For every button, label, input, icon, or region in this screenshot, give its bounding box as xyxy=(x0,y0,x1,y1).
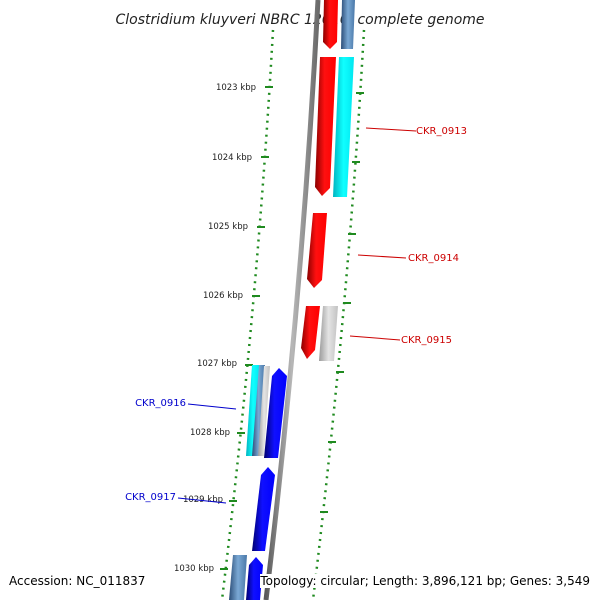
scale-label-1024: 1024 kbp xyxy=(212,153,252,163)
gene-label-ckr-0915[interactable]: CKR_0915 xyxy=(401,335,452,346)
tick-1029-inner xyxy=(229,500,237,502)
tick-1026-outer xyxy=(343,302,351,304)
tick-1023-inner xyxy=(265,86,273,88)
gene-arrow-ckr-0916-grey[interactable] xyxy=(258,366,270,456)
map-title: Clostridium kluyveri NBRC 12016, complet… xyxy=(115,12,484,28)
gene-label-ckr-0914[interactable]: CKR_0914 xyxy=(408,253,459,264)
gene-arrow-ckr-0913[interactable] xyxy=(315,57,336,196)
reverse-strand xyxy=(229,365,287,600)
scale-label-1023: 1023 kbp xyxy=(216,83,256,93)
tick-1025-inner xyxy=(257,226,265,228)
gene-label-ckr-0917[interactable]: CKR_0917 xyxy=(125,492,176,503)
gene-label-ckr-0916[interactable]: CKR_0916 xyxy=(135,398,186,409)
scale-label-1027: 1027 kbp xyxy=(197,359,237,369)
gene-arrow-ckr-0913-cyan[interactable] xyxy=(333,57,354,197)
gene-arrow-ckr-0916-cyan[interactable] xyxy=(246,365,260,456)
gene-arrow-bottom-blue[interactable] xyxy=(246,557,263,600)
gene-arrow-ckr-0914[interactable] xyxy=(307,213,327,288)
tick-1029-outer xyxy=(320,511,328,513)
scale-label-1029: 1029 kbp xyxy=(183,495,223,505)
scale-label-1026: 1026 kbp xyxy=(203,291,243,301)
tick-1028-outer xyxy=(328,441,336,443)
gene-arrow-ckr-0915-grey[interactable] xyxy=(319,306,338,361)
gene-arrow-ckr-0915[interactable] xyxy=(301,306,320,359)
tick-1030-inner xyxy=(220,568,228,570)
tick-1027-inner xyxy=(245,364,253,366)
tick-1028-inner xyxy=(237,432,245,434)
tick-1024-inner xyxy=(261,156,269,158)
tick-1027-outer xyxy=(336,371,344,373)
leader-ckr-0914 xyxy=(357,254,407,259)
tick-1025-outer xyxy=(348,233,356,235)
gene-arrow-ckr-0917[interactable] xyxy=(252,467,275,551)
forward-strand xyxy=(301,0,355,361)
leader-ckr-0917 xyxy=(177,497,227,504)
gene-arrow-top-red[interactable] xyxy=(323,0,338,49)
scale-label-1025: 1025 kbp xyxy=(208,222,248,232)
accession-text: Accession: NC_011837 xyxy=(9,574,146,588)
gene-label-ckr-0913[interactable]: CKR_0913 xyxy=(416,126,467,137)
leader-ckr-0915 xyxy=(349,335,401,341)
gene-arrow-bottom-steel[interactable] xyxy=(229,555,247,600)
gene-arrow-ckr-0916-steel[interactable] xyxy=(252,365,265,456)
leader-ckr-0916 xyxy=(187,403,237,410)
tick-1024-outer xyxy=(352,161,360,163)
scale-labels: 1023 kbp 1024 kbp 1025 kbp 1026 kbp 1027… xyxy=(174,83,256,574)
tick-1026-inner xyxy=(252,295,260,297)
topology-text: Topology: circular; Length: 3,896,121 bp… xyxy=(260,574,590,588)
gene-arrow-top-steel[interactable] xyxy=(341,0,355,49)
scale-label-1028: 1028 kbp xyxy=(190,428,230,438)
genome-backbone xyxy=(263,0,321,600)
scale-label-1030: 1030 kbp xyxy=(174,564,214,574)
gene-arrow-ckr-0916[interactable] xyxy=(264,368,287,458)
leader-ckr-0913 xyxy=(365,127,417,132)
tick-1023-outer xyxy=(356,92,364,94)
